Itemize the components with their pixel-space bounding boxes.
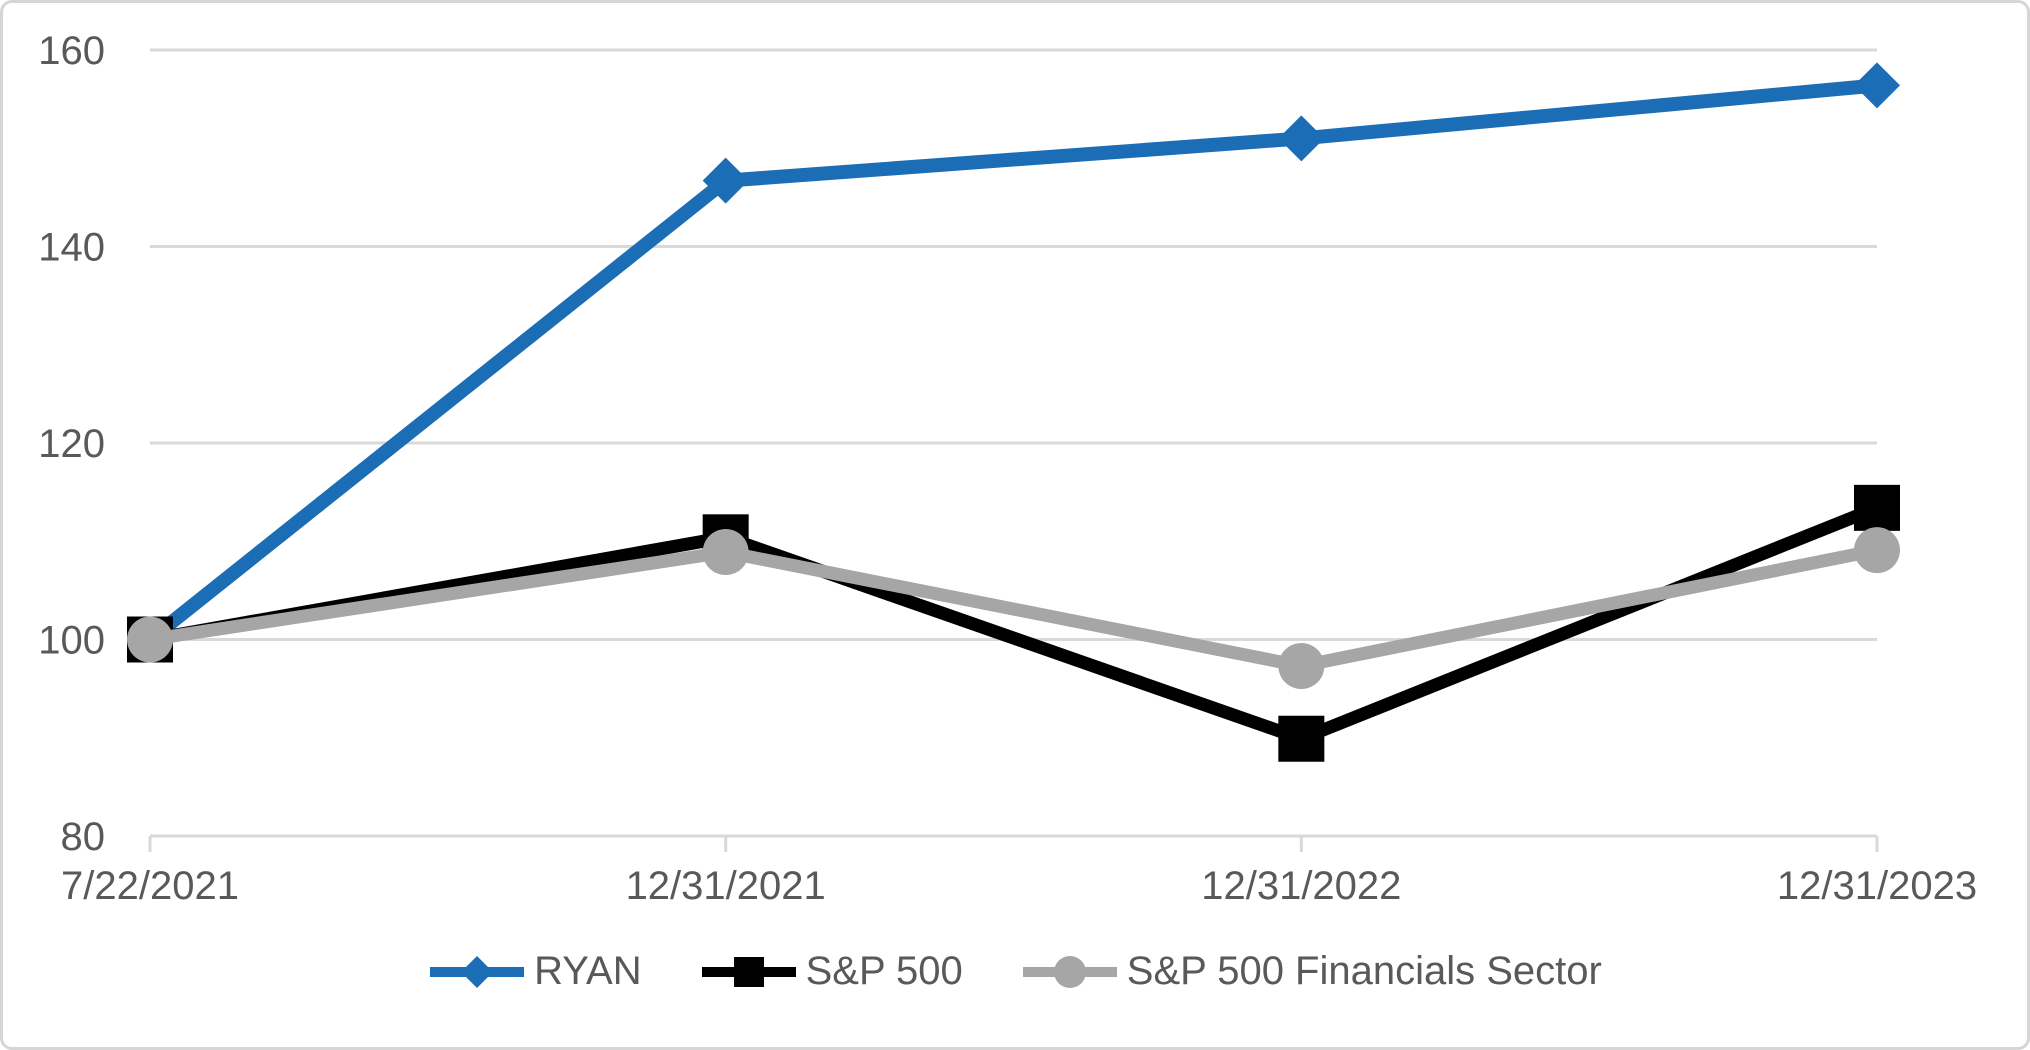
chart-legend: RYAN S&P 500 S&P 500 Financials Sector [3,949,2027,994]
legend-label-s-p-500-financials-sector: S&P 500 Financials Sector [1126,949,1602,993]
series-line-s-p-500-financials-sector [149,543,1879,673]
marker-s-p-500-2 [1278,715,1325,762]
marker-s-p-500-3 [1854,484,1900,531]
y-axis-label: 100 [38,619,105,663]
plot-area: 80 100 120 140 160 7/22/2021 12/31/2021 12/31/2… [38,29,1977,908]
y-axis-label: 160 [38,29,105,73]
legend-diamond-icon [430,955,525,988]
y-axis-label: 120 [38,422,105,466]
x-axis-label: 12/31/2021 [626,864,826,908]
x-axis-label: 7/22/2021 [61,864,239,908]
series-line-ryan [145,78,1878,645]
marker-s-p-500-financials-sector-0 [127,616,173,663]
legend-item-s-p-500-financials-sector: S&P 500 Financials Sector [1021,949,1602,994]
legend-circle-icon [1022,955,1117,988]
legend-item-s-p-500: S&P 500 [700,949,963,994]
legend-label-ryan: RYAN [534,949,642,993]
legend-item-ryan: RYAN [428,949,642,994]
y-axis-label: 80 [61,815,106,859]
marker-ryan-1 [702,157,749,204]
marker-ryan-3 [1854,62,1900,109]
legend-square-icon [701,956,796,987]
x-axis-label: 12/31/2022 [1201,864,1401,908]
series-line-s-p-500 [148,501,1880,746]
y-axis-label: 140 [38,226,105,270]
x-axis-label: 12/31/2023 [1777,864,1977,908]
legend-label-s-p-500: S&P 500 [805,949,963,993]
marker-s-p-500-financials-sector-1 [702,529,749,576]
marker-s-p-500-financials-sector-3 [1854,527,1900,574]
marker-s-p-500-financials-sector-2 [1278,643,1325,690]
marker-ryan-2 [1278,115,1325,162]
